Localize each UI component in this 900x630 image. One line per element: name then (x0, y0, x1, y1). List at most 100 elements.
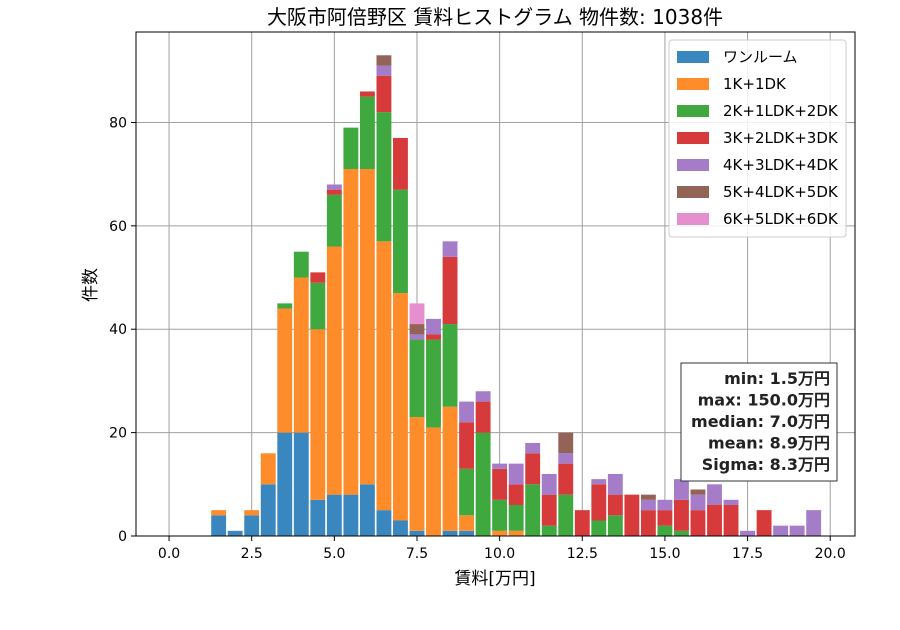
bar-segment (591, 484, 607, 521)
bar-segment (359, 96, 375, 169)
bar-segment (409, 334, 425, 340)
bar-segment (707, 504, 722, 536)
y-axis-label: 件数 (81, 268, 101, 302)
axes-layer: 0.0 2.5 5.0 7.5 10.0 12.5 15.0 17.5 20.0 0 20 40 60 8… (109, 31, 856, 562)
bar-segment (657, 510, 673, 526)
x-axis-label: 賃料[万円] (454, 569, 535, 589)
bar-segment (690, 510, 706, 536)
bar-segment (591, 520, 607, 536)
bar-segment (310, 272, 326, 283)
bar-segment (310, 282, 326, 330)
bar-segment (343, 127, 359, 169)
bar-segment (657, 499, 673, 511)
bar-segment (707, 484, 722, 505)
bar-segment (674, 479, 689, 500)
bar-segment (773, 525, 789, 536)
bar-segment (393, 520, 408, 536)
x-tick-label: 15.0 (649, 546, 680, 562)
x-tick-label: 17.5 (732, 546, 763, 562)
plot-frame (135, 31, 856, 537)
bar-segment (376, 510, 392, 536)
legend-swatch (677, 159, 709, 171)
x-tick-label: 10.0 (484, 546, 515, 562)
bar-segment (277, 308, 293, 433)
y-tick-label: 0 (118, 529, 127, 545)
bar-segment (525, 484, 541, 536)
bar-segment (525, 442, 541, 454)
bar-segment (674, 530, 689, 536)
bar-segment (541, 473, 557, 495)
legend-swatch (677, 51, 709, 63)
bar-segment (442, 324, 458, 407)
x-tick-label: 12.5 (567, 546, 598, 562)
bar-segment (326, 194, 342, 247)
bar-segment (376, 112, 392, 242)
bar-segment (393, 293, 408, 521)
bar-segment (475, 391, 491, 402)
legend-entry-label: 1K+1DK (723, 75, 787, 93)
bar-segment (508, 463, 524, 485)
bar-segment (508, 530, 524, 536)
bar-segment (723, 499, 739, 505)
bar-segment (442, 241, 458, 257)
legend: ワンルーム 1K+1DK 2K+1LDK+2DK 3K+2LDK+3DK 4K+3LDK… (668, 39, 847, 238)
bar-segment (459, 530, 475, 536)
bar-segment (426, 427, 441, 536)
bar-segment (492, 468, 508, 500)
bar-segment (409, 324, 425, 335)
bar-segment (442, 530, 458, 536)
bar-segment (343, 494, 359, 536)
bar-segment (442, 406, 458, 531)
legend-entry-label: ワンルーム (723, 48, 798, 66)
bar-segment (558, 453, 574, 464)
bar-segment (558, 463, 574, 495)
bar-segment (492, 530, 508, 536)
stats-line: max: 150.0万円 (698, 391, 830, 410)
chart-title: 大阪市阿倍野区 賃料ヒストグラム 物件数: 1038件 (267, 5, 723, 29)
bar-segment (558, 432, 574, 454)
bar-segment (657, 525, 673, 536)
bar-segment (426, 318, 441, 335)
bar-segment (409, 417, 425, 531)
bar-segment (789, 525, 805, 536)
bar-segment (293, 251, 309, 278)
bar-segment (690, 489, 706, 495)
bar-segment (393, 189, 408, 294)
legend-entry-label: 2K+1LDK+2DK (723, 102, 839, 120)
bar-segment (492, 463, 508, 469)
bar-segment (343, 168, 359, 495)
bar-segment (541, 525, 557, 536)
bar-segment (326, 494, 342, 536)
bar-segment (607, 494, 623, 516)
bar-segment (211, 515, 227, 536)
stats-line: mean: 8.9万円 (708, 434, 830, 453)
bar-segment (475, 401, 491, 433)
legend-entry-label: 5K+4LDK+5DK (723, 183, 839, 201)
bar-segment (326, 184, 342, 190)
bar-segment (227, 530, 243, 536)
bar-segment (459, 515, 475, 531)
bar-segment (624, 494, 640, 536)
bar-segment (459, 468, 475, 516)
bar-segment (674, 499, 689, 531)
bar-segment (277, 432, 293, 536)
bar-segment (492, 499, 508, 531)
bar-segment (359, 168, 375, 485)
bar-segment (508, 484, 524, 505)
bar-segment (607, 473, 623, 495)
x-tick-label: 2.5 (241, 546, 263, 562)
bar-segment (376, 55, 392, 66)
y-tick-label: 80 (109, 115, 127, 131)
stats-box-border (680, 362, 838, 482)
bar-segment (293, 432, 309, 536)
bar-segment (409, 303, 425, 325)
legend-entry-label: 4K+3LDK+4DK (723, 156, 839, 174)
bar-segment (459, 422, 475, 469)
legend-swatch (677, 132, 709, 144)
stats-line: min: 1.5万円 (724, 369, 830, 388)
bar-segment (640, 510, 656, 536)
bar-segment (260, 484, 276, 536)
bar-segment (409, 339, 425, 418)
legend-swatch (677, 78, 709, 90)
bar-segment (591, 479, 607, 485)
